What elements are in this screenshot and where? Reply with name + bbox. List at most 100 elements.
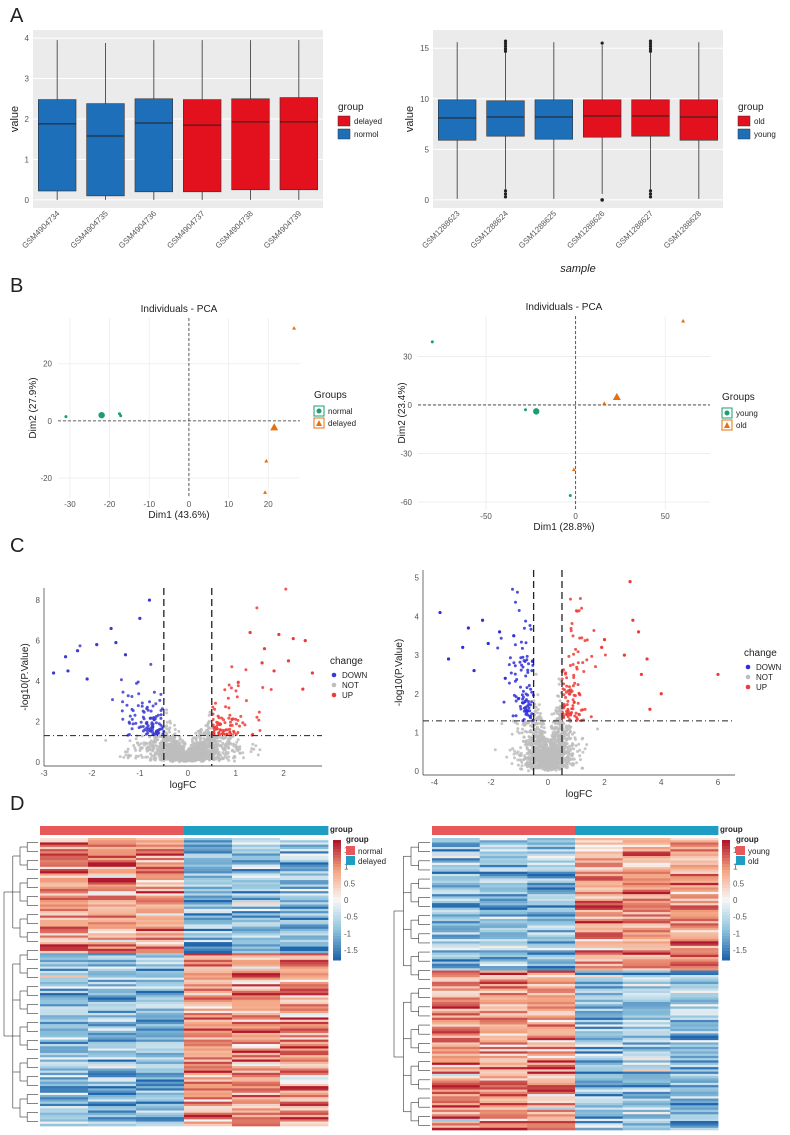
heatmap-cell [479,1042,528,1045]
volcano-point [136,680,140,684]
volcano-point [526,700,530,703]
heatmap-cell [232,880,281,883]
heatmap-cell [136,984,185,987]
heatmap-cell [670,992,719,996]
heatmap-cell [280,968,329,972]
heatmap-cell [88,842,137,845]
x-tick-label: GSM1288624 [469,209,511,251]
volcano-point [127,720,131,724]
heatmap-cell [670,1078,719,1081]
heatmap-cell [622,1069,671,1072]
volcano-point [562,682,566,686]
heatmap-cell [40,931,89,934]
heatmap-cell [527,1105,576,1108]
volcano-point [516,727,520,731]
heatmap-cell [670,1010,719,1014]
y-tick-label: -30 [400,449,412,458]
heatmap-cell [575,1125,624,1129]
heatmap-cell [527,979,576,983]
heatmap-cell [670,1123,719,1126]
heatmap-cell [280,919,329,923]
heatmap-cell [280,979,329,983]
heatmap-cell [136,944,185,947]
legend-label: UP [756,683,767,692]
legend-marker [745,684,751,690]
heatmap-cell [280,1112,329,1116]
volcano-point [514,600,517,604]
heatmap-cell [136,1039,185,1043]
heatmap-cell [40,911,89,914]
heatmap-cell [527,880,576,884]
heatmap-cell [280,973,329,976]
heatmap-cell [622,1044,671,1048]
heatmap-cell [479,981,528,985]
heatmap-cell [280,844,329,848]
x-tick-label: -10 [143,500,155,509]
heatmap-cell [670,952,719,956]
heatmap-cell [136,897,185,901]
volcano-point [571,698,575,702]
heatmap-cell [184,1079,233,1083]
heatmap-cell [622,873,671,877]
volcano-point [583,747,587,751]
heatmap-cell [622,1112,671,1115]
heatmap-cell [479,1127,528,1131]
heatmap-cell [575,1037,624,1041]
colorbar-segment [333,894,341,898]
outlier-point [503,195,508,199]
volcano-point [139,742,143,746]
heatmap-cell [622,858,671,861]
volcano-point [269,688,273,691]
heatmap-cell [280,1008,329,1012]
heatmap-cell [184,871,233,874]
heatmap-cell [622,1049,671,1052]
volcano-point [545,754,549,758]
heatmap-cell [184,1088,233,1091]
heatmap-cell [432,1024,481,1028]
heatmap-cell [670,932,719,935]
heatmap-cell [280,1004,329,1007]
colorbar-segment [333,858,341,862]
volcano-point [196,734,200,738]
heatmap-cell [88,877,137,881]
heatmap-cell [88,871,137,874]
heatmap-cell [232,1057,281,1060]
colorbar-segment [333,888,341,892]
annotation-title: group [330,825,353,834]
volcano-point [213,707,217,711]
heatmap-cell [479,1006,528,1010]
heatmap-cell [479,869,528,873]
heatmap-cell [479,855,528,859]
colorbar-segment [722,927,730,931]
heatmap-cell [479,1044,528,1048]
heatmap-cell [184,860,233,863]
volcano-point [590,654,594,658]
colorbar-segment [333,840,341,844]
heatmap-cell [136,1046,185,1049]
heatmap-cell [432,981,481,985]
heatmap-cell [40,1092,89,1096]
heatmap-cell [432,1017,481,1021]
heatmap-cell [527,1058,576,1061]
heatmap-cell [40,1013,89,1016]
heatmap-cell [136,1094,185,1098]
heatmap-cell [88,986,137,989]
volcano-point [524,712,528,716]
heatmap-cell [88,891,137,894]
heatmap-cell [527,992,576,996]
volcano-point [566,764,569,768]
heatmap-cell [670,1127,719,1131]
volcano-point [229,686,233,690]
volcano-point [150,754,154,757]
heatmap-cell [88,862,137,865]
heatmap-cell [670,1080,719,1084]
volcano-point [241,721,245,725]
heatmap-cell [432,889,481,893]
heatmap-cell [232,857,281,861]
volcano-point [284,587,288,591]
volcano-point [236,748,240,752]
volcano-point [512,752,516,756]
volcano-point [575,665,579,669]
heatmap-cell [527,972,576,976]
heatmap-cell [432,903,481,906]
